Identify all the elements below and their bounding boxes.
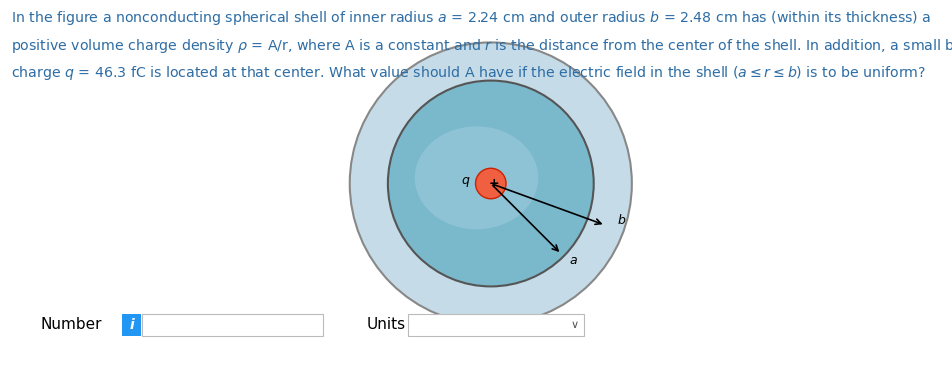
Text: i: i [129,318,133,332]
FancyBboxPatch shape [407,314,584,336]
Text: Number: Number [40,317,102,332]
Text: Units: Units [367,317,406,332]
Text: $b$: $b$ [616,213,625,227]
Text: positive volume charge density $\rho$ = A/r, where A is a constant and $r$ is th: positive volume charge density $\rho$ = … [11,37,952,55]
Text: $q$: $q$ [461,175,470,189]
Ellipse shape [475,168,506,199]
Text: +: + [487,177,499,190]
Text: charge $q$ = 46.3 fC is located at that center. What value should A have if the : charge $q$ = 46.3 fC is located at that … [11,64,925,82]
Text: $a$: $a$ [568,254,577,267]
Text: ∨: ∨ [570,320,578,330]
FancyBboxPatch shape [122,314,141,336]
Ellipse shape [349,43,631,324]
Ellipse shape [387,81,593,286]
Ellipse shape [414,126,538,229]
Text: In the figure a nonconducting spherical shell of inner radius $a$ = 2.24 cm and : In the figure a nonconducting spherical … [11,9,931,27]
FancyBboxPatch shape [142,314,323,336]
